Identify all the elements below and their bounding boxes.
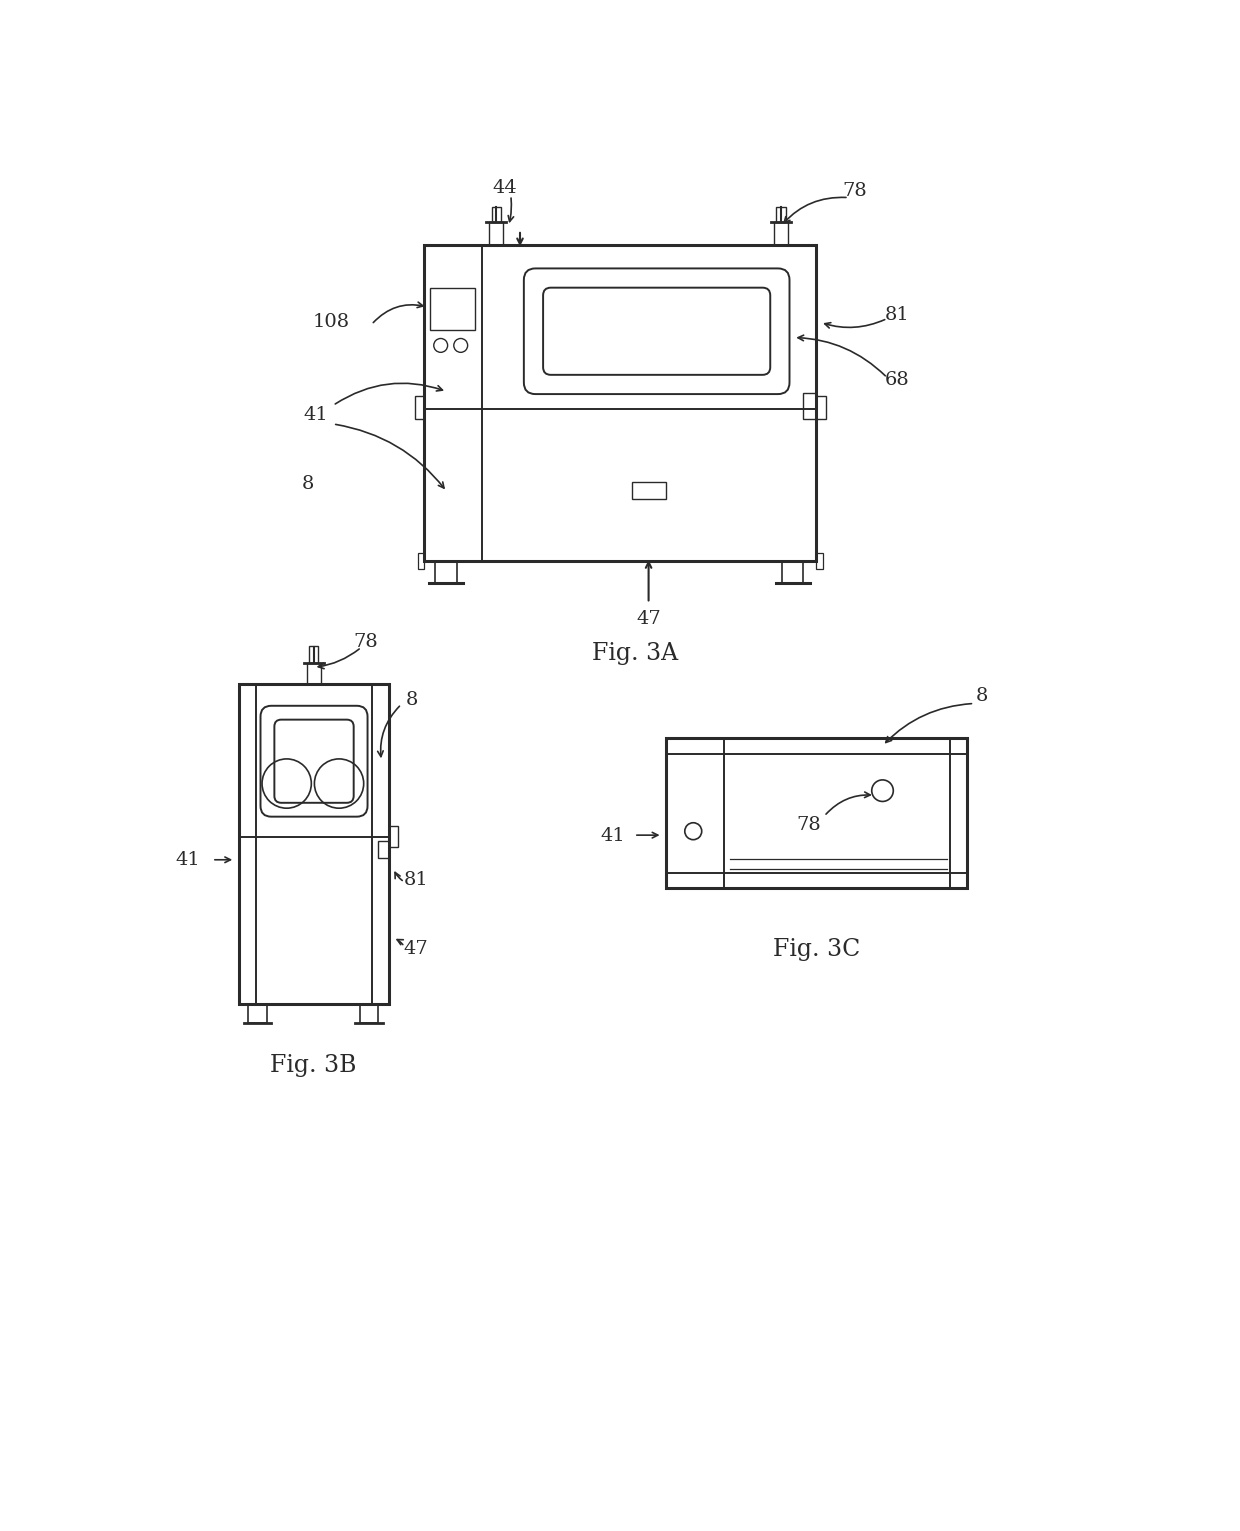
Bar bbox=[430, 288, 475, 331]
Text: 41: 41 bbox=[304, 406, 329, 424]
Bar bbox=[248, 1004, 267, 1023]
Bar bbox=[816, 553, 822, 568]
Bar bbox=[816, 395, 826, 418]
Text: 8: 8 bbox=[405, 690, 418, 709]
Bar bbox=[490, 222, 503, 245]
Bar bbox=[424, 245, 481, 560]
Text: 47: 47 bbox=[404, 940, 429, 958]
Text: Fig. 3A: Fig. 3A bbox=[593, 641, 678, 664]
Bar bbox=[435, 560, 456, 583]
Bar bbox=[418, 553, 424, 568]
Text: 44: 44 bbox=[492, 179, 517, 196]
Bar bbox=[389, 825, 398, 848]
Bar bbox=[666, 738, 967, 888]
Text: 81: 81 bbox=[404, 871, 429, 890]
Bar bbox=[309, 646, 319, 663]
Bar bbox=[414, 395, 424, 418]
Text: Fig. 3C: Fig. 3C bbox=[773, 939, 861, 961]
Text: 8: 8 bbox=[976, 687, 988, 704]
Bar bbox=[631, 482, 666, 499]
Text: 8: 8 bbox=[303, 475, 315, 493]
Text: 81: 81 bbox=[885, 306, 910, 323]
Text: 108: 108 bbox=[312, 314, 350, 331]
Bar bbox=[491, 207, 501, 222]
Text: 78: 78 bbox=[842, 182, 867, 201]
Text: 47: 47 bbox=[636, 609, 661, 628]
Bar bbox=[774, 222, 787, 245]
Bar bbox=[378, 842, 389, 859]
Bar bbox=[239, 684, 389, 1004]
Bar bbox=[781, 560, 804, 583]
Text: 78: 78 bbox=[796, 816, 821, 834]
Bar bbox=[776, 207, 786, 222]
Text: 68: 68 bbox=[885, 371, 910, 389]
Text: 41: 41 bbox=[175, 851, 200, 870]
Text: 78: 78 bbox=[353, 632, 378, 651]
Bar bbox=[802, 392, 816, 419]
Bar bbox=[360, 1004, 378, 1023]
Text: 41: 41 bbox=[600, 827, 625, 845]
Bar bbox=[306, 663, 321, 684]
Bar bbox=[424, 245, 816, 560]
Text: Fig. 3B: Fig. 3B bbox=[270, 1053, 357, 1076]
